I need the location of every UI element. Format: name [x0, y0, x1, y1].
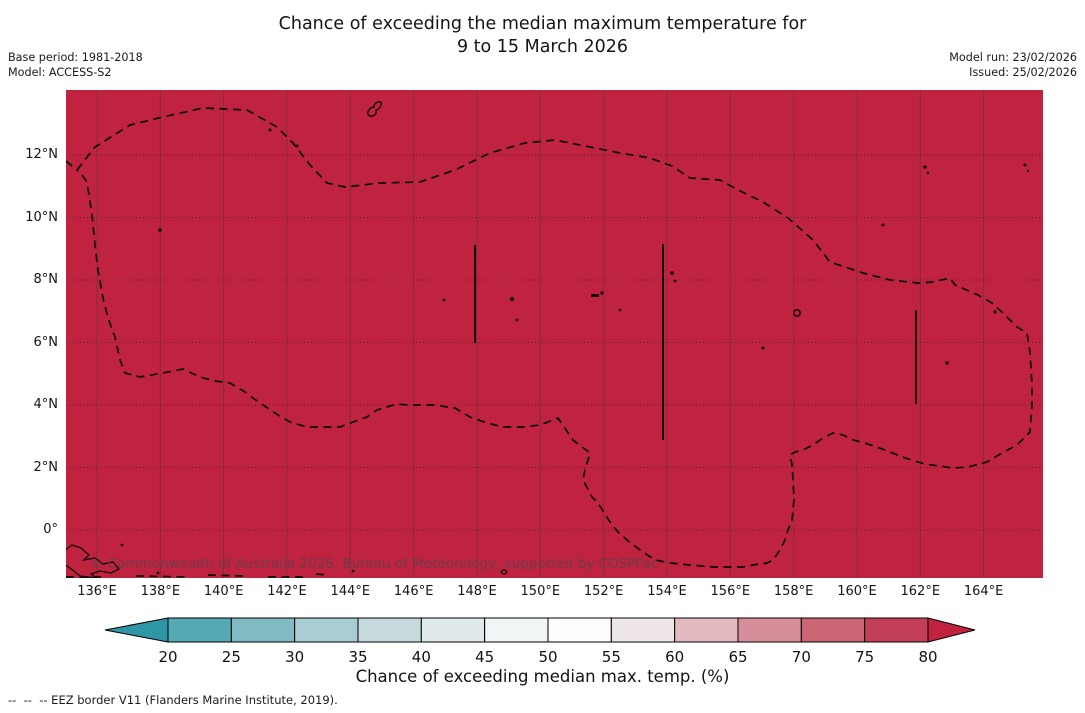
x-tick-label: 138°E	[140, 584, 181, 599]
new-guinea-coast-outline	[66, 544, 121, 578]
x-tick-label: 136°E	[77, 584, 117, 599]
y-tick-label: 10°N	[25, 209, 58, 225]
colorbar-segment	[294, 617, 359, 643]
colorbar-tick-label: 65	[728, 648, 747, 666]
y-tick-label: 6°N	[33, 334, 59, 350]
meta-top-left: Base period: 1981-2018 Model: ACCESS-S2	[8, 50, 143, 80]
y-tick-label: 4°N	[33, 397, 59, 412]
colorbar-tick-label: 75	[855, 648, 874, 666]
latitude-gridlines	[66, 154, 1043, 531]
colorbar-segment	[674, 617, 739, 643]
x-tick-label: 142°E	[267, 584, 307, 599]
colorbar-tick-label: 30	[285, 648, 304, 666]
base-period-text: Base period: 1981-2018	[8, 51, 143, 64]
colorbar-tick-label: 80	[918, 648, 937, 666]
map-canvas: © Commonwealth of Australia 2026, Bureau…	[66, 90, 1043, 578]
colorbar-segment	[420, 617, 486, 643]
y-tick-label: 12°N	[25, 147, 58, 162]
colorbar-over-arrow	[927, 617, 976, 643]
x-tick-label: 148°E	[457, 584, 497, 599]
eez-border-solid-segments	[474, 244, 917, 440]
colorbar-tick-label: 20	[158, 648, 177, 666]
colorbar: 20 25 30 35 40 45 50 55 60 65 70 75 80	[100, 615, 985, 673]
colorbar-segment	[357, 617, 422, 643]
model-run-text: Model run: 23/02/2026	[949, 51, 1077, 64]
colorbar-label: Chance of exceeding median max. temp. (%…	[355, 667, 730, 686]
y-tick-label: 8°N	[33, 272, 59, 287]
colorbar-segment	[737, 617, 802, 643]
colorbar-tick-label: 50	[538, 648, 557, 666]
x-tick-label: 140°E	[203, 584, 244, 599]
colorbar-segment	[484, 617, 549, 643]
x-tick-label: 144°E	[330, 584, 371, 599]
x-tick-label: 152°E	[583, 584, 624, 599]
colorbar-drawing: 20 25 30 35 40 45 50 55 60 65 70 75 80	[104, 617, 976, 666]
x-tick-label: 158°E	[773, 584, 814, 599]
colorbar-tick-label: 25	[222, 648, 241, 666]
colorbar-under-arrow	[104, 617, 169, 643]
colorbar-tick-label: 45	[475, 648, 494, 666]
longitude-gridlines	[96, 90, 985, 578]
colorbar-segment	[610, 617, 676, 643]
model-text: Model: ACCESS-S2	[8, 66, 112, 79]
x-tick-label: 146°E	[393, 584, 434, 599]
meta-top-right: Model run: 23/02/2026 Issued: 25/02/2026	[949, 50, 1077, 80]
colorbar-segment	[547, 617, 612, 643]
colorbar-tick-label: 40	[412, 648, 431, 666]
y-tick-label: 2°N	[33, 459, 59, 475]
colorbar-segment	[800, 617, 866, 643]
colorbar-tick-label: 60	[665, 648, 684, 666]
colorbar-segment	[864, 617, 929, 643]
watermark-text: © Commonwealth of Australia 2026, Bureau…	[90, 556, 659, 572]
x-tick-label: 156°E	[710, 584, 751, 599]
x-tick-label: 160°E	[837, 584, 877, 599]
x-tick-label: 150°E	[520, 584, 561, 599]
colorbar-tick-label: 70	[792, 648, 811, 666]
atoll-ring	[793, 309, 801, 317]
x-tick-label: 164°E	[963, 584, 1004, 599]
page-title: Chance of exceeding the median maximum t…	[0, 13, 1085, 59]
colorbar-segment	[230, 617, 296, 643]
eez-footnote: -- -- -- EEZ border V11 (Flanders Marine…	[8, 693, 338, 707]
page-title-line1: Chance of exceeding the median maximum t…	[278, 14, 807, 34]
guam-island-outline	[367, 101, 382, 117]
island-outlines	[66, 101, 1030, 578]
issued-text: Issued: 25/02/2026	[969, 66, 1077, 79]
y-tick-label: 0°	[43, 522, 58, 537]
page-title-line2: 9 to 15 March 2026	[456, 37, 629, 57]
colorbar-segment	[167, 617, 232, 643]
colorbar-tick-label: 35	[348, 648, 367, 666]
x-tick-label: 154°E	[647, 584, 687, 599]
map-drawing	[66, 90, 1043, 578]
colorbar-tick-label: 55	[602, 648, 621, 666]
x-tick-label: 162°E	[900, 584, 941, 599]
